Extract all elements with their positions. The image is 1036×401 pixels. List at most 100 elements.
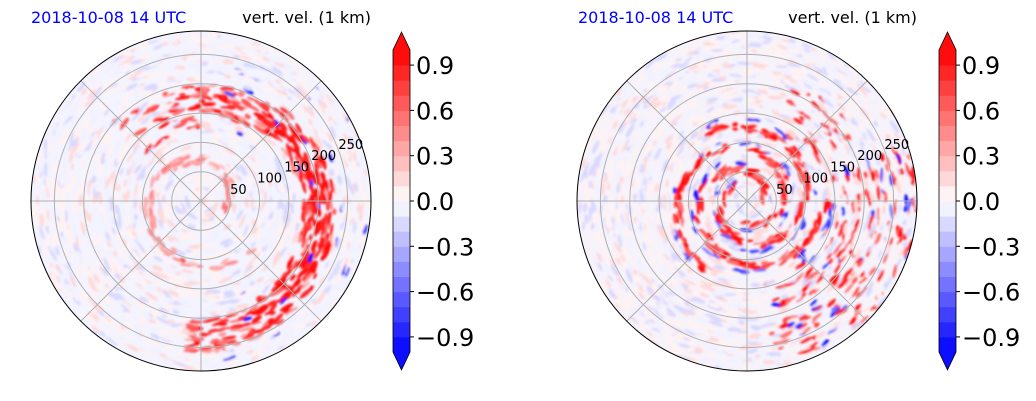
field-cell (746, 96, 756, 102)
field-cell (137, 288, 145, 295)
field-cell (126, 133, 132, 139)
field-cell (796, 54, 803, 58)
field-cell (853, 249, 862, 262)
field-cell (289, 145, 295, 153)
field-cell (845, 243, 851, 255)
field-cell (217, 351, 226, 355)
colorbar-level (393, 125, 410, 142)
field-cell (302, 318, 312, 329)
field-cell (762, 300, 771, 304)
field-cell (788, 261, 796, 269)
field-cell (853, 133, 862, 144)
field-cell (828, 111, 839, 122)
field-cell (62, 135, 68, 144)
field-cell (210, 303, 221, 308)
field-cell (763, 205, 767, 212)
field-cell (174, 186, 180, 195)
field-cell (705, 150, 712, 158)
field-cell (780, 268, 791, 274)
field-cell (145, 39, 160, 45)
field-cell (612, 98, 621, 108)
field-cell (61, 153, 68, 169)
field-cell (834, 135, 842, 149)
field-cell (188, 319, 203, 325)
field-cell (886, 106, 896, 119)
field-cell (50, 182, 55, 199)
field-cell (237, 44, 248, 49)
field-cell (294, 231, 300, 244)
field-cell (107, 240, 112, 248)
field-cell (812, 150, 821, 164)
field-cell (310, 213, 315, 222)
field-cell (671, 347, 684, 353)
field-cell (872, 222, 876, 233)
field-cell (56, 266, 63, 275)
field-cell (813, 225, 821, 234)
field-cell (45, 237, 51, 248)
field-cell (325, 301, 331, 307)
field-cell (105, 177, 111, 190)
field-cell (105, 199, 111, 211)
field-cell (233, 54, 240, 59)
field-cell (736, 330, 749, 334)
field-cell (876, 268, 882, 276)
field-cell (116, 256, 126, 266)
field-cell (251, 226, 258, 235)
field-cell (690, 234, 697, 242)
field-cell (103, 252, 111, 264)
field-cell (186, 212, 198, 220)
field-cell (335, 274, 346, 287)
field-cell (179, 151, 188, 157)
field-cell (251, 346, 266, 357)
field-cell (618, 234, 622, 248)
field-cell (786, 100, 798, 108)
field-cell (883, 208, 888, 216)
field-cell (870, 170, 876, 182)
field-cell (126, 199, 129, 211)
field-cell (343, 149, 349, 165)
field-cell (310, 184, 314, 195)
field-cell (239, 164, 247, 176)
field-cell (355, 160, 360, 168)
field-cell (248, 104, 260, 112)
field-cell (274, 119, 280, 127)
field-cell (40, 142, 45, 151)
field-cell (268, 88, 283, 96)
field-cell (762, 60, 770, 66)
field-cell (118, 241, 125, 253)
field-cell (173, 121, 188, 129)
field-cell (348, 240, 353, 253)
field-cell (790, 230, 796, 239)
field-cell (683, 327, 698, 334)
field-cell (342, 135, 350, 150)
field-cell (35, 173, 40, 185)
field-cell (772, 91, 781, 96)
field-cell (328, 263, 335, 275)
field-cell (862, 78, 869, 84)
field-cell (208, 265, 223, 271)
field-cell (184, 219, 197, 226)
field-cell (639, 120, 646, 127)
field-cell (332, 154, 337, 165)
field-cell (157, 81, 169, 88)
field-cell (335, 265, 341, 277)
field-cell (681, 287, 695, 295)
field-cell (811, 74, 821, 82)
field-cell (694, 116, 706, 123)
field-cell (167, 35, 179, 39)
field-cell (165, 256, 174, 260)
field-cell (132, 324, 145, 335)
field-cell (729, 160, 737, 165)
field-cell (601, 209, 606, 218)
field-cell (808, 280, 816, 289)
field-cell (696, 285, 707, 292)
field-cell (841, 242, 850, 253)
field-cell (354, 192, 358, 207)
field-cell (780, 70, 793, 76)
field-cell (842, 157, 851, 169)
field-cell (687, 50, 694, 56)
field-cell (788, 148, 796, 159)
field-cell (281, 69, 288, 76)
field-cell (778, 330, 793, 339)
field-cell (290, 202, 295, 214)
